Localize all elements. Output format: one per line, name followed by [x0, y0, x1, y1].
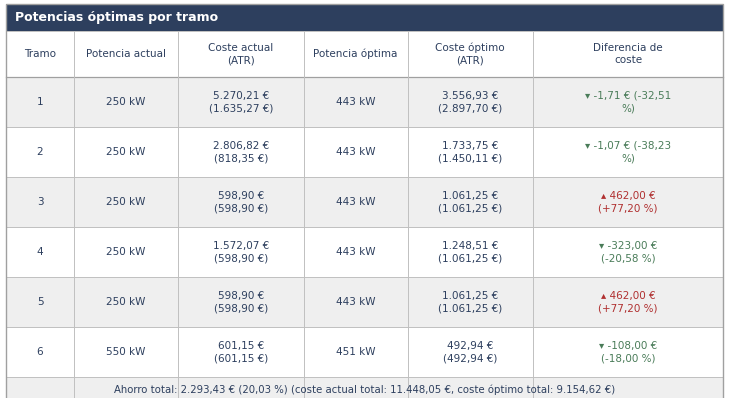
Text: 250 kW: 250 kW: [106, 147, 146, 157]
Text: 6: 6: [36, 347, 43, 357]
Text: 250 kW: 250 kW: [106, 297, 146, 307]
Text: 3: 3: [36, 197, 43, 207]
Text: 3.556,93 €
(2.897,70 €): 3.556,93 € (2.897,70 €): [438, 91, 502, 113]
Text: 1: 1: [36, 97, 43, 107]
Text: 598,90 €
(598,90 €): 598,90 € (598,90 €): [214, 291, 268, 313]
Text: ▾ -323,00 €
(-20,58 %): ▾ -323,00 € (-20,58 %): [599, 241, 657, 263]
Text: 1.733,75 €
(1.450,11 €): 1.733,75 € (1.450,11 €): [438, 140, 502, 164]
Text: Tramo: Tramo: [24, 49, 56, 59]
Text: 2: 2: [36, 147, 43, 157]
Text: 443 kW: 443 kW: [336, 97, 375, 107]
Text: 250 kW: 250 kW: [106, 197, 146, 207]
Text: ▴ 462,00 €
(+77,20 %): ▴ 462,00 € (+77,20 %): [599, 191, 658, 213]
Text: ▾ -1,07 € (-38,23
%): ▾ -1,07 € (-38,23 %): [585, 140, 671, 164]
Text: ▾ -108,00 €
(-18,00 %): ▾ -108,00 € (-18,00 %): [599, 341, 657, 363]
Text: 443 kW: 443 kW: [336, 197, 375, 207]
Text: 443 kW: 443 kW: [336, 297, 375, 307]
Text: 4: 4: [36, 247, 43, 257]
Bar: [6, 227, 723, 277]
Text: 443 kW: 443 kW: [336, 247, 375, 257]
Text: 1.061,25 €
(1.061,25 €): 1.061,25 € (1.061,25 €): [438, 191, 502, 213]
Text: 601,15 €
(601,15 €): 601,15 € (601,15 €): [214, 341, 268, 363]
Text: Potencia actual: Potencia actual: [86, 49, 166, 59]
Bar: [6, 77, 723, 127]
Text: 5: 5: [36, 297, 43, 307]
Bar: [6, 31, 723, 77]
Text: Potencias óptimas por tramo: Potencias óptimas por tramo: [15, 11, 218, 24]
Text: Diferencia de
coste: Diferencia de coste: [593, 43, 663, 65]
Text: 5.270,21 €
(1.635,27 €): 5.270,21 € (1.635,27 €): [208, 91, 273, 113]
Text: 451 kW: 451 kW: [336, 347, 375, 357]
Text: 443 kW: 443 kW: [336, 147, 375, 157]
Text: 492,94 €
(492,94 €): 492,94 € (492,94 €): [443, 341, 497, 363]
Bar: [6, 277, 723, 327]
Text: ▴ 462,00 €
(+77,20 %): ▴ 462,00 € (+77,20 %): [599, 291, 658, 313]
Bar: [6, 377, 723, 398]
Text: Coste actual
(ATR): Coste actual (ATR): [208, 43, 273, 65]
Text: 1.248,51 €
(1.061,25 €): 1.248,51 € (1.061,25 €): [438, 241, 502, 263]
Text: 250 kW: 250 kW: [106, 97, 146, 107]
Bar: [6, 4, 723, 31]
Text: 1.061,25 €
(1.061,25 €): 1.061,25 € (1.061,25 €): [438, 291, 502, 313]
Text: 598,90 €
(598,90 €): 598,90 € (598,90 €): [214, 191, 268, 213]
Text: Ahorro total: 2.293,43 € (20,03 %) (coste actual total: 11.448,05 €, coste óptim: Ahorro total: 2.293,43 € (20,03 %) (cost…: [114, 385, 615, 395]
Text: 2.806,82 €
(818,35 €): 2.806,82 € (818,35 €): [213, 140, 269, 164]
Text: 250 kW: 250 kW: [106, 247, 146, 257]
Text: ▾ -1,71 € (-32,51
%): ▾ -1,71 € (-32,51 %): [585, 91, 671, 113]
Text: Coste óptimo
(ATR): Coste óptimo (ATR): [435, 42, 505, 66]
Text: 550 kW: 550 kW: [106, 347, 146, 357]
Bar: [6, 177, 723, 227]
Text: Potencia óptima: Potencia óptima: [313, 49, 398, 59]
Bar: [6, 327, 723, 377]
Text: 1.572,07 €
(598,90 €): 1.572,07 € (598,90 €): [213, 241, 269, 263]
Bar: [6, 127, 723, 177]
